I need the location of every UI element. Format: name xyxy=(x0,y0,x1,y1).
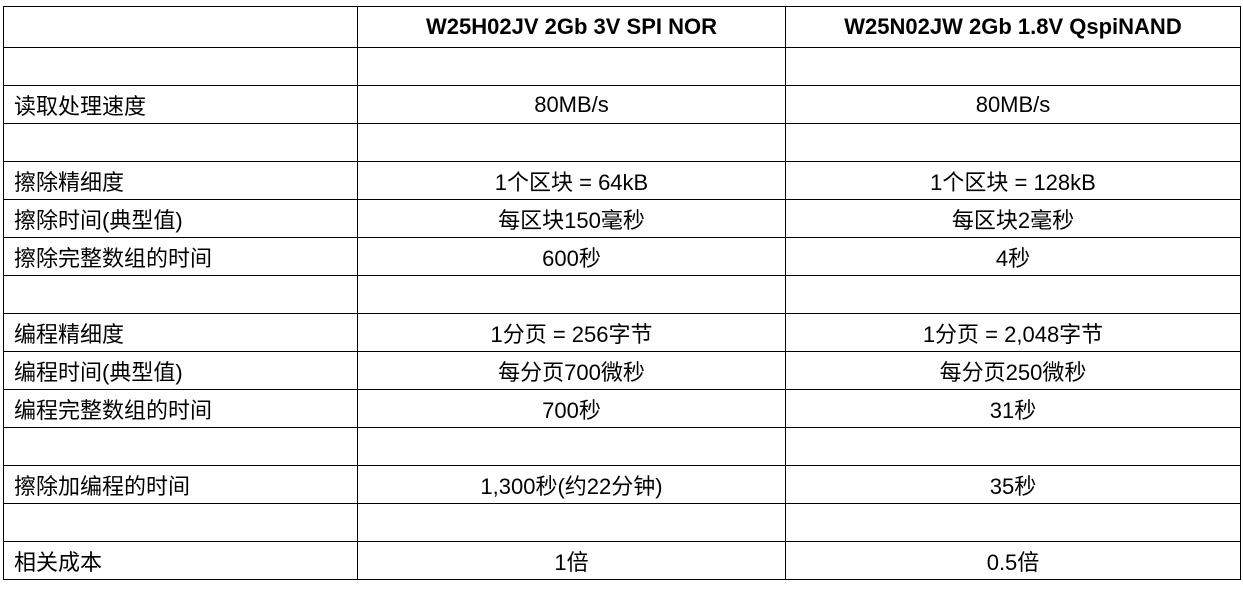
blank-row xyxy=(3,47,1241,86)
row-label: 读取处理速度 xyxy=(3,85,358,124)
blank-cell xyxy=(357,47,786,86)
blank-row xyxy=(3,123,1241,162)
cell: 0.5倍 xyxy=(785,541,1241,580)
blank-cell xyxy=(3,123,358,162)
header-cell xyxy=(3,6,358,48)
blank-cell xyxy=(3,275,358,314)
blank-row xyxy=(3,275,1241,314)
blank-cell xyxy=(3,503,358,542)
table-row: 擦除时间(典型值) 每区块150毫秒 每区块2毫秒 xyxy=(3,199,1241,238)
table-body: 读取处理速度 80MB/s 80MB/s 擦除精细度 1个区块 = 64kB 1个区块 =… xyxy=(3,47,1241,580)
cell: 35秒 xyxy=(785,465,1241,504)
row-label: 编程精细度 xyxy=(3,313,358,352)
blank-cell xyxy=(785,275,1241,314)
blank-cell xyxy=(785,503,1241,542)
blank-cell xyxy=(357,275,786,314)
blank-cell xyxy=(3,47,358,86)
blank-row xyxy=(3,503,1241,542)
blank-cell xyxy=(785,123,1241,162)
table-row: 读取处理速度 80MB/s 80MB/s xyxy=(3,85,1241,124)
cell: 1,300秒(约22分钟) xyxy=(357,465,786,504)
cell: 600秒 xyxy=(357,237,786,276)
cell: 每区块2毫秒 xyxy=(785,199,1241,238)
table-row: 编程精细度 1分页 = 256字节 1分页 = 2,048字节 xyxy=(3,313,1241,352)
blank-row xyxy=(3,427,1241,466)
cell: 每分页250微秒 xyxy=(785,351,1241,390)
cell: 1个区块 = 128kB xyxy=(785,161,1241,200)
cell: 4秒 xyxy=(785,237,1241,276)
cell: 每分页700微秒 xyxy=(357,351,786,390)
cell: 1分页 = 2,048字节 xyxy=(785,313,1241,352)
table-row: 擦除完整数组的时间 600秒 4秒 xyxy=(3,237,1241,276)
cell: 31秒 xyxy=(785,389,1241,428)
table-row: 编程时间(典型值) 每分页700微秒 每分页250微秒 xyxy=(3,351,1241,390)
blank-cell xyxy=(785,427,1241,466)
blank-cell xyxy=(3,427,358,466)
comparison-table: W25H02JV 2Gb 3V SPI NOR W25N02JW 2Gb 1.8… xyxy=(3,6,1241,580)
blank-cell xyxy=(357,427,786,466)
cell: 每区块150毫秒 xyxy=(357,199,786,238)
row-label: 相关成本 xyxy=(3,541,358,580)
blank-cell xyxy=(357,503,786,542)
blank-cell xyxy=(785,47,1241,86)
header-row: W25H02JV 2Gb 3V SPI NOR W25N02JW 2Gb 1.8… xyxy=(3,6,1241,48)
row-label: 擦除精细度 xyxy=(3,161,358,200)
cell: 1分页 = 256字节 xyxy=(357,313,786,352)
blank-cell xyxy=(357,123,786,162)
table-row: 编程完整数组的时间 700秒 31秒 xyxy=(3,389,1241,428)
cell: 80MB/s xyxy=(357,85,786,124)
cell: 700秒 xyxy=(357,389,786,428)
cell: 1倍 xyxy=(357,541,786,580)
header-cell: W25H02JV 2Gb 3V SPI NOR xyxy=(357,6,786,48)
cell: 1个区块 = 64kB xyxy=(357,161,786,200)
row-label: 擦除加编程的时间 xyxy=(3,465,358,504)
table-row: 擦除加编程的时间 1,300秒(约22分钟) 35秒 xyxy=(3,465,1241,504)
cell: 80MB/s xyxy=(785,85,1241,124)
row-label: 编程完整数组的时间 xyxy=(3,389,358,428)
table-row: 擦除精细度 1个区块 = 64kB 1个区块 = 128kB xyxy=(3,161,1241,200)
header-cell: W25N02JW 2Gb 1.8V QspiNAND xyxy=(785,6,1241,48)
table-row: 相关成本 1倍 0.5倍 xyxy=(3,541,1241,580)
row-label: 擦除完整数组的时间 xyxy=(3,237,358,276)
row-label: 编程时间(典型值) xyxy=(3,351,358,390)
row-label: 擦除时间(典型值) xyxy=(3,199,358,238)
